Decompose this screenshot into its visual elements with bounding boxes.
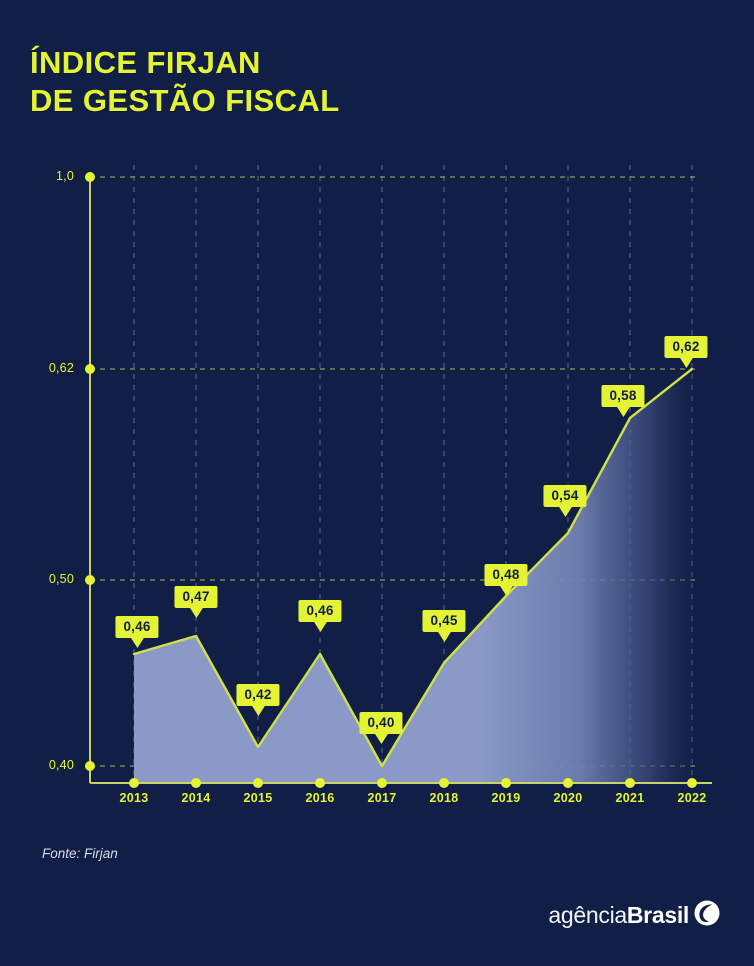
data-label-2014: 0,47	[174, 586, 218, 618]
callout-pointer-icon	[615, 405, 630, 417]
data-label-2016-text: 0,46	[298, 600, 342, 622]
page-title: ÍNDICE FIRJAN DE GESTÃO FISCAL	[30, 45, 340, 119]
callout-pointer-icon	[436, 630, 451, 642]
x-axis-label-2020: 2020	[553, 791, 583, 805]
data-label-2015-text: 0,42	[236, 684, 280, 706]
vertical-gridlines	[133, 165, 693, 780]
data-label-2021-text: 0,58	[601, 385, 645, 407]
callout-pointer-icon	[188, 606, 203, 618]
source-note: Fonte: Firjan	[42, 846, 118, 861]
data-label-2019-text: 0,48	[484, 564, 528, 586]
logo-bold-text: Brasil	[626, 901, 689, 928]
y-axis-label-2: 0,50	[48, 572, 74, 586]
callout-pointer-icon	[129, 636, 144, 648]
callout-pointer-icon	[250, 704, 265, 716]
x-axis-label-2022: 2022	[677, 791, 707, 805]
callout-pointer-icon	[312, 620, 327, 632]
data-label-2018-text: 0,45	[422, 610, 466, 632]
x-axis-label-2014: 2014	[181, 791, 211, 805]
x-axis-label-2018: 2018	[429, 791, 459, 805]
data-label-2022-text: 0,62	[664, 336, 708, 358]
y-axis-label-3: 0,40	[48, 758, 74, 772]
data-label-2013: 0,46	[115, 616, 159, 648]
data-label-2020-text: 0,54	[543, 485, 587, 507]
data-label-2020: 0,54	[543, 485, 587, 517]
y-axis-label-1: 0,62	[48, 361, 74, 375]
x-axis-tick-dots	[129, 778, 697, 788]
x-axis-label-2021: 2021	[615, 791, 645, 805]
callout-pointer-icon	[557, 505, 572, 517]
data-label-2016: 0,46	[298, 600, 342, 632]
data-label-2017: 0,40	[359, 712, 403, 744]
data-label-2022: 0,62	[664, 336, 708, 368]
callout-pointer-icon	[498, 584, 513, 596]
callout-pointer-icon	[373, 732, 388, 744]
agencia-brasil-logo: agência Brasil	[548, 900, 721, 930]
data-label-2017-text: 0,40	[359, 712, 403, 734]
data-label-2019: 0,48	[484, 564, 528, 596]
x-axis-label-2015: 2015	[243, 791, 273, 805]
x-axis-label-2019: 2019	[491, 791, 521, 805]
data-label-2018: 0,45	[422, 610, 466, 642]
brasil-globe-icon	[693, 899, 721, 932]
y-axis-tick-dots	[85, 172, 95, 771]
data-label-2013-text: 0,46	[115, 616, 159, 638]
x-axis-label-2016: 2016	[305, 791, 335, 805]
logo-light-text: agência	[548, 901, 627, 928]
callout-pointer-icon	[678, 356, 693, 368]
data-label-2021: 0,58	[601, 385, 645, 417]
x-axis-label-2013: 2013	[119, 791, 149, 805]
y-axis-label-0: 1,0	[56, 169, 74, 183]
data-line	[132, 367, 694, 768]
x-axis-label-2017: 2017	[367, 791, 397, 805]
data-label-2014-text: 0,47	[174, 586, 218, 608]
area-fill	[134, 369, 692, 783]
data-label-2015: 0,42	[236, 684, 280, 716]
